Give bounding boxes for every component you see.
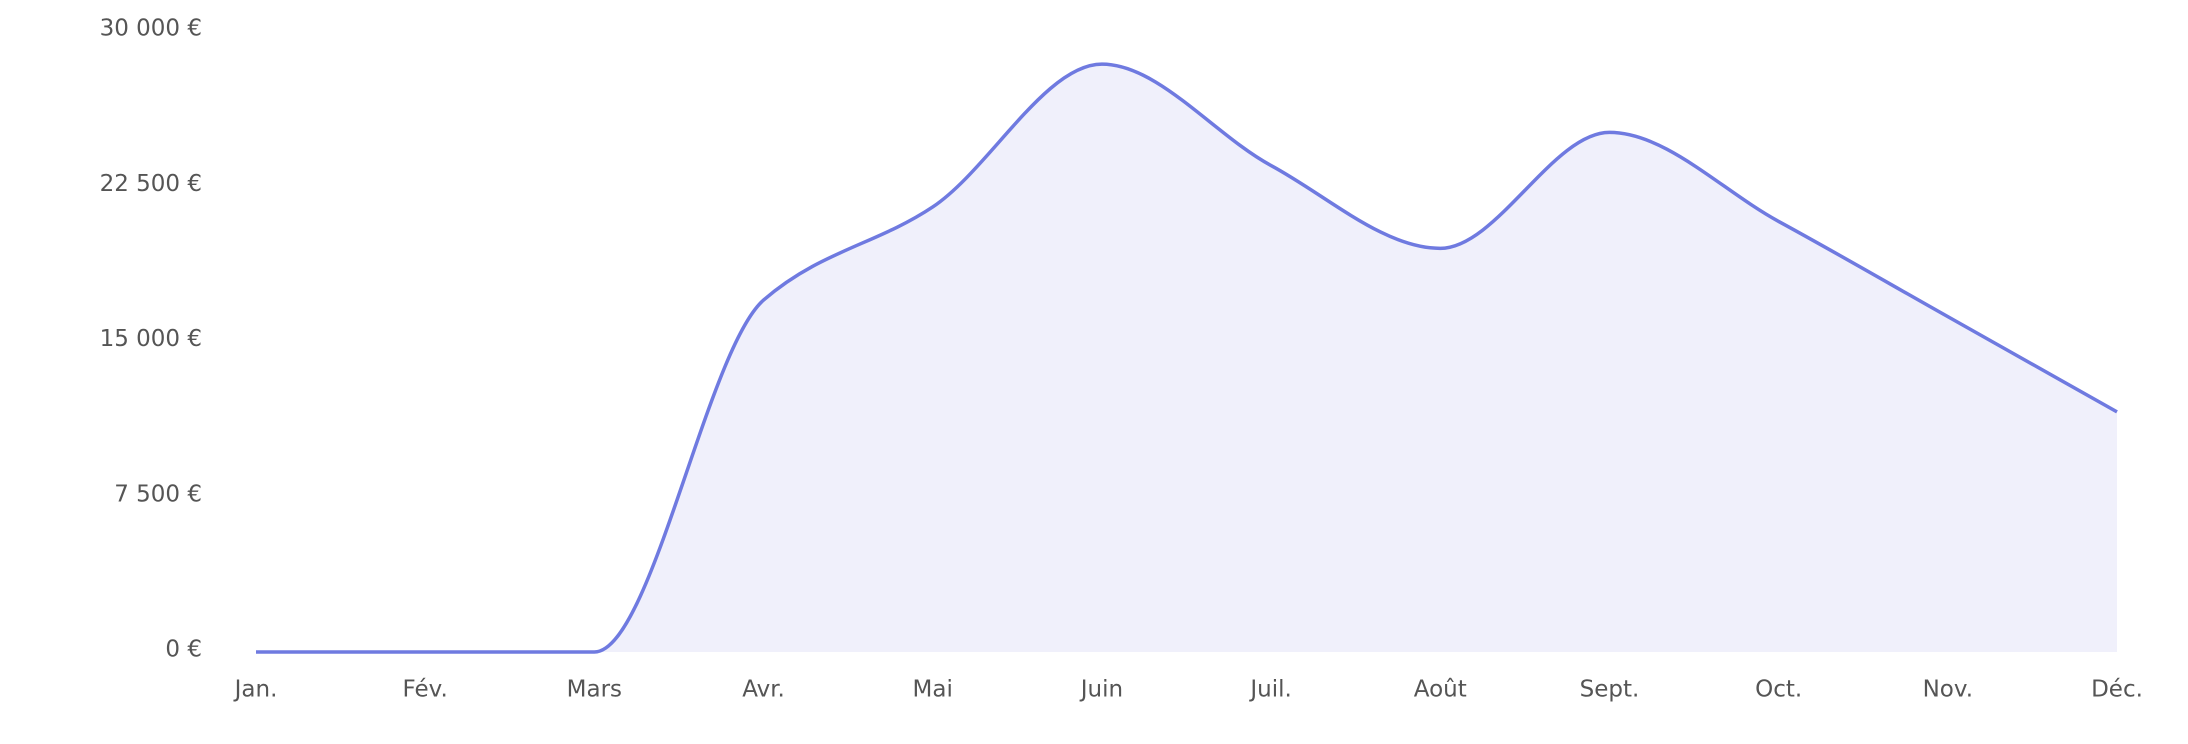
x-tick-label: Déc.	[2091, 677, 2143, 703]
x-tick-label: Mars	[567, 677, 622, 703]
x-tick-label: Nov.	[1923, 677, 1973, 703]
y-tick-label: 15 000 €	[100, 326, 202, 352]
x-tick-label: Juil.	[1248, 677, 1291, 703]
x-tick-label: Sept.	[1580, 677, 1640, 703]
y-tick-label: 7 500 €	[114, 481, 202, 507]
area-fill	[256, 64, 2117, 653]
x-tick-label: Jan.	[233, 677, 278, 703]
x-tick-label: Juin	[1079, 677, 1123, 703]
x-tick-label: Oct.	[1755, 677, 1802, 703]
x-tick-label: Fév.	[403, 677, 448, 703]
y-tick-label: 0 €	[165, 637, 202, 663]
x-tick-label: Avr.	[742, 677, 785, 703]
line	[256, 62, 2118, 654]
y-tick-label: 30 000 €	[100, 16, 202, 42]
y-tick-label: 22 500 €	[100, 171, 202, 197]
x-tick-label: Mai	[913, 677, 953, 703]
x-tick-label: Août	[1414, 677, 1467, 703]
